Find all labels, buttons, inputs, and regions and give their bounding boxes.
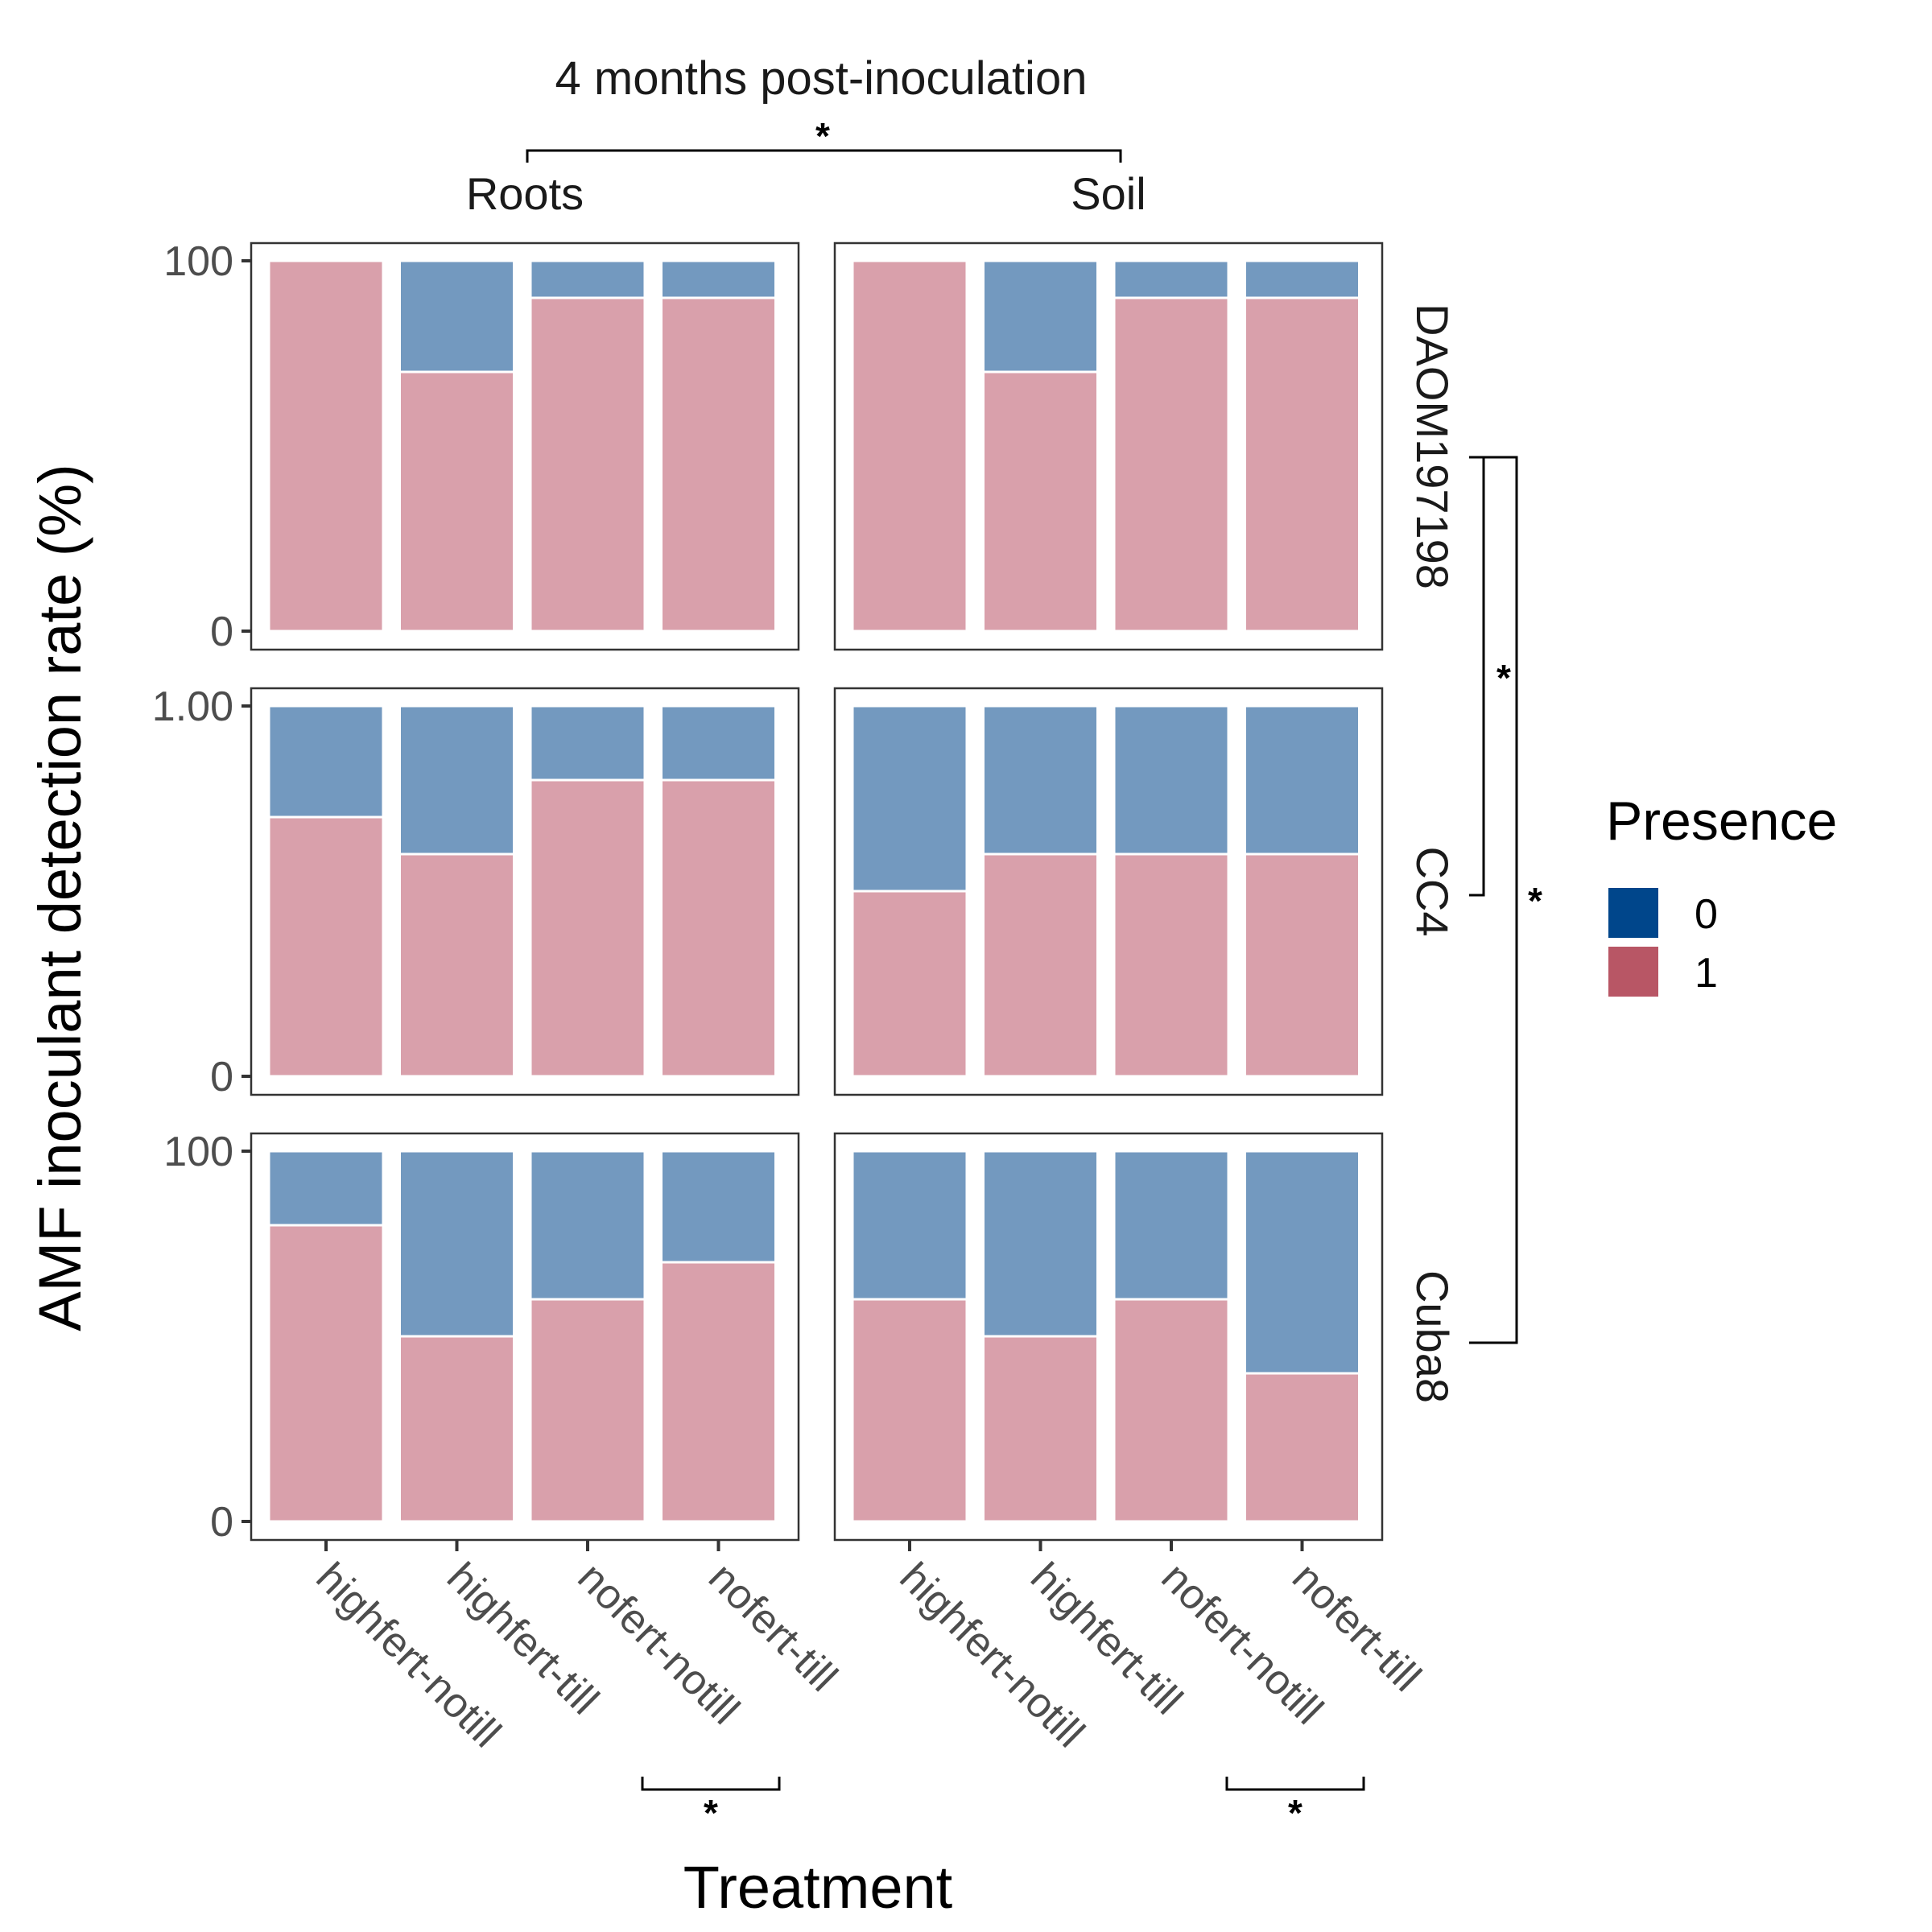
facet-panels: 100 0 DAOM197198 1.00 0 CC4 100 0 Cuba8 Roots Soil… xyxy=(152,168,1458,1757)
panel-cc4-roots xyxy=(250,687,800,1096)
bar-presence-1-nofert-till xyxy=(1244,296,1360,633)
bar-presence-0-nofert-notill xyxy=(529,704,646,782)
legend-label-1: 1 xyxy=(1695,950,1718,997)
bracket-roots-nofert xyxy=(641,1777,781,1791)
chart-title: 4 months post-inoculation xyxy=(555,52,1088,105)
bar-presence-1-highfert-notill xyxy=(267,1224,385,1523)
bracket-daom-vs-cuba8 xyxy=(1469,456,1518,1344)
y-tick-label-cuba8-bottom: 0 xyxy=(210,1499,233,1546)
bar-presence-0-highfert-notill xyxy=(267,1150,385,1227)
legend: Presence 0 1 xyxy=(1606,791,1837,997)
legend-swatch-0 xyxy=(1608,888,1658,938)
bar-presence-0-nofert-till xyxy=(1244,259,1360,299)
y-tick-label-daom197198-bottom: 0 xyxy=(210,609,233,655)
panel-cuba8-roots xyxy=(250,1132,800,1542)
y-tick-label-cuba8-top: 100 xyxy=(163,1129,233,1175)
panel-border xyxy=(250,242,800,651)
bar-presence-0-nofert-notill xyxy=(529,259,646,299)
bar-presence-1-highfert-till xyxy=(398,1335,515,1523)
panel-border xyxy=(250,687,800,1096)
bar-presence-0-nofert-notill xyxy=(1113,704,1230,856)
bar-presence-0-highfert-till xyxy=(982,259,1099,374)
bar-presence-1-highfert-till xyxy=(398,370,515,633)
panel-border xyxy=(833,242,1384,651)
bar-presence-1-nofert-notill xyxy=(1113,852,1230,1078)
bracket-soil-nofert xyxy=(1225,1777,1365,1791)
bar-presence-0-nofert-notill xyxy=(529,1150,646,1301)
bar-presence-1-nofert-till xyxy=(660,296,777,633)
bar-presence-1-highfert-till xyxy=(398,852,515,1078)
bar-presence-0-highfert-notill xyxy=(851,704,968,893)
x-axis-title: Treatment xyxy=(683,1854,953,1921)
star-roots-nofert: * xyxy=(704,1792,718,1834)
legend-title: Presence xyxy=(1606,791,1837,852)
bar-presence-1-nofert-notill xyxy=(1113,1298,1230,1523)
bracket-roots-vs-soil xyxy=(526,149,1122,163)
bar-presence-1-highfert-till xyxy=(982,852,1099,1078)
bar-presence-0-nofert-till xyxy=(1244,704,1360,856)
bar-presence-1-highfert-notill xyxy=(851,259,968,633)
bar-presence-1-highfert-till xyxy=(982,370,1099,633)
legend-swatch-1 xyxy=(1608,947,1658,997)
panel-border xyxy=(833,687,1384,1096)
star-roots-vs-soil: * xyxy=(815,115,830,157)
significance-annotations: * * * * * xyxy=(526,115,1542,1834)
row-strip-cc4: CC4 xyxy=(1407,846,1458,936)
bar-presence-1-nofert-till xyxy=(660,778,777,1078)
bar-presence-1-highfert-till xyxy=(982,1335,1099,1523)
bar-presence-0-nofert-till xyxy=(1244,1150,1360,1375)
bar-presence-0-highfert-notill xyxy=(851,1150,968,1301)
row-strip-cuba8: Cuba8 xyxy=(1407,1270,1458,1403)
bar-presence-0-nofert-notill xyxy=(1113,259,1230,299)
panel-border xyxy=(833,1132,1384,1542)
bar-presence-0-nofert-till xyxy=(660,704,777,782)
bar-presence-0-highfert-till xyxy=(398,704,515,856)
y-axis-title: AMF inoculant detection rate (%) xyxy=(27,464,93,1331)
star-daom-vs-cuba8: * xyxy=(1528,880,1542,922)
bar-presence-1-highfert-notill xyxy=(851,1298,968,1523)
legend-label-0: 0 xyxy=(1695,891,1718,938)
y-tick-label-cc4-bottom: 0 xyxy=(210,1054,233,1100)
panel-cuba8-soil xyxy=(833,1132,1384,1542)
star-soil-nofert: * xyxy=(1288,1792,1302,1834)
bar-presence-1-nofert-notill xyxy=(529,1298,646,1523)
bar-presence-0-highfert-till xyxy=(398,259,515,374)
y-tick-label-daom197198-top: 100 xyxy=(163,238,233,285)
bar-presence-1-highfert-notill xyxy=(267,259,385,633)
row-strip-daom197198: DAOM197198 xyxy=(1407,303,1458,589)
panel-daom197198-soil xyxy=(833,242,1384,651)
bar-presence-1-nofert-till xyxy=(1244,1372,1360,1523)
bar-presence-0-highfert-till xyxy=(398,1150,515,1338)
y-tick-label-cc4-top: 1.00 xyxy=(152,683,233,730)
bar-presence-1-highfert-notill xyxy=(851,890,968,1078)
panel-cc4-soil xyxy=(833,687,1384,1096)
bar-presence-1-nofert-notill xyxy=(529,296,646,633)
bar-presence-0-nofert-till xyxy=(660,259,777,299)
bar-presence-1-nofert-till xyxy=(660,1261,777,1523)
column-strip-soil: Soil xyxy=(1071,168,1146,219)
star-daom-vs-cc4: * xyxy=(1496,657,1511,699)
panel-daom197198-roots xyxy=(250,242,800,651)
bar-presence-0-highfert-notill xyxy=(267,704,385,819)
bar-presence-0-nofert-till xyxy=(660,1150,777,1264)
bar-presence-1-nofert-notill xyxy=(529,778,646,1078)
panel-border xyxy=(250,1132,800,1542)
column-strip-roots: Roots xyxy=(466,168,584,219)
bracket-daom-vs-cc4 xyxy=(1469,456,1485,897)
bar-presence-0-nofert-notill xyxy=(1113,1150,1230,1301)
bar-presence-0-highfert-till xyxy=(982,1150,1099,1338)
bar-presence-1-nofert-till xyxy=(1244,852,1360,1078)
bar-presence-0-highfert-till xyxy=(982,704,1099,856)
bar-presence-1-nofert-notill xyxy=(1113,296,1230,633)
bar-presence-1-highfert-notill xyxy=(267,815,385,1078)
